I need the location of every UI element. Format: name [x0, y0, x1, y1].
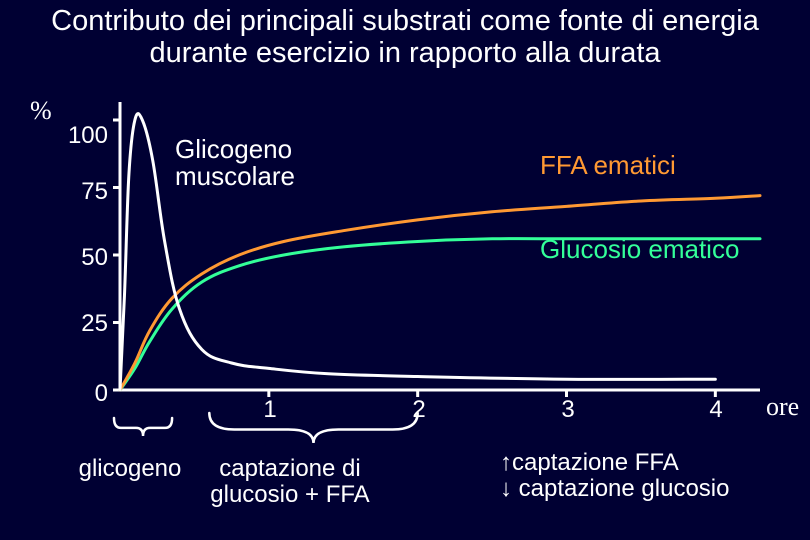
slide: Contributo dei principali substrati come…: [0, 0, 810, 540]
chart-svg: [0, 0, 810, 540]
